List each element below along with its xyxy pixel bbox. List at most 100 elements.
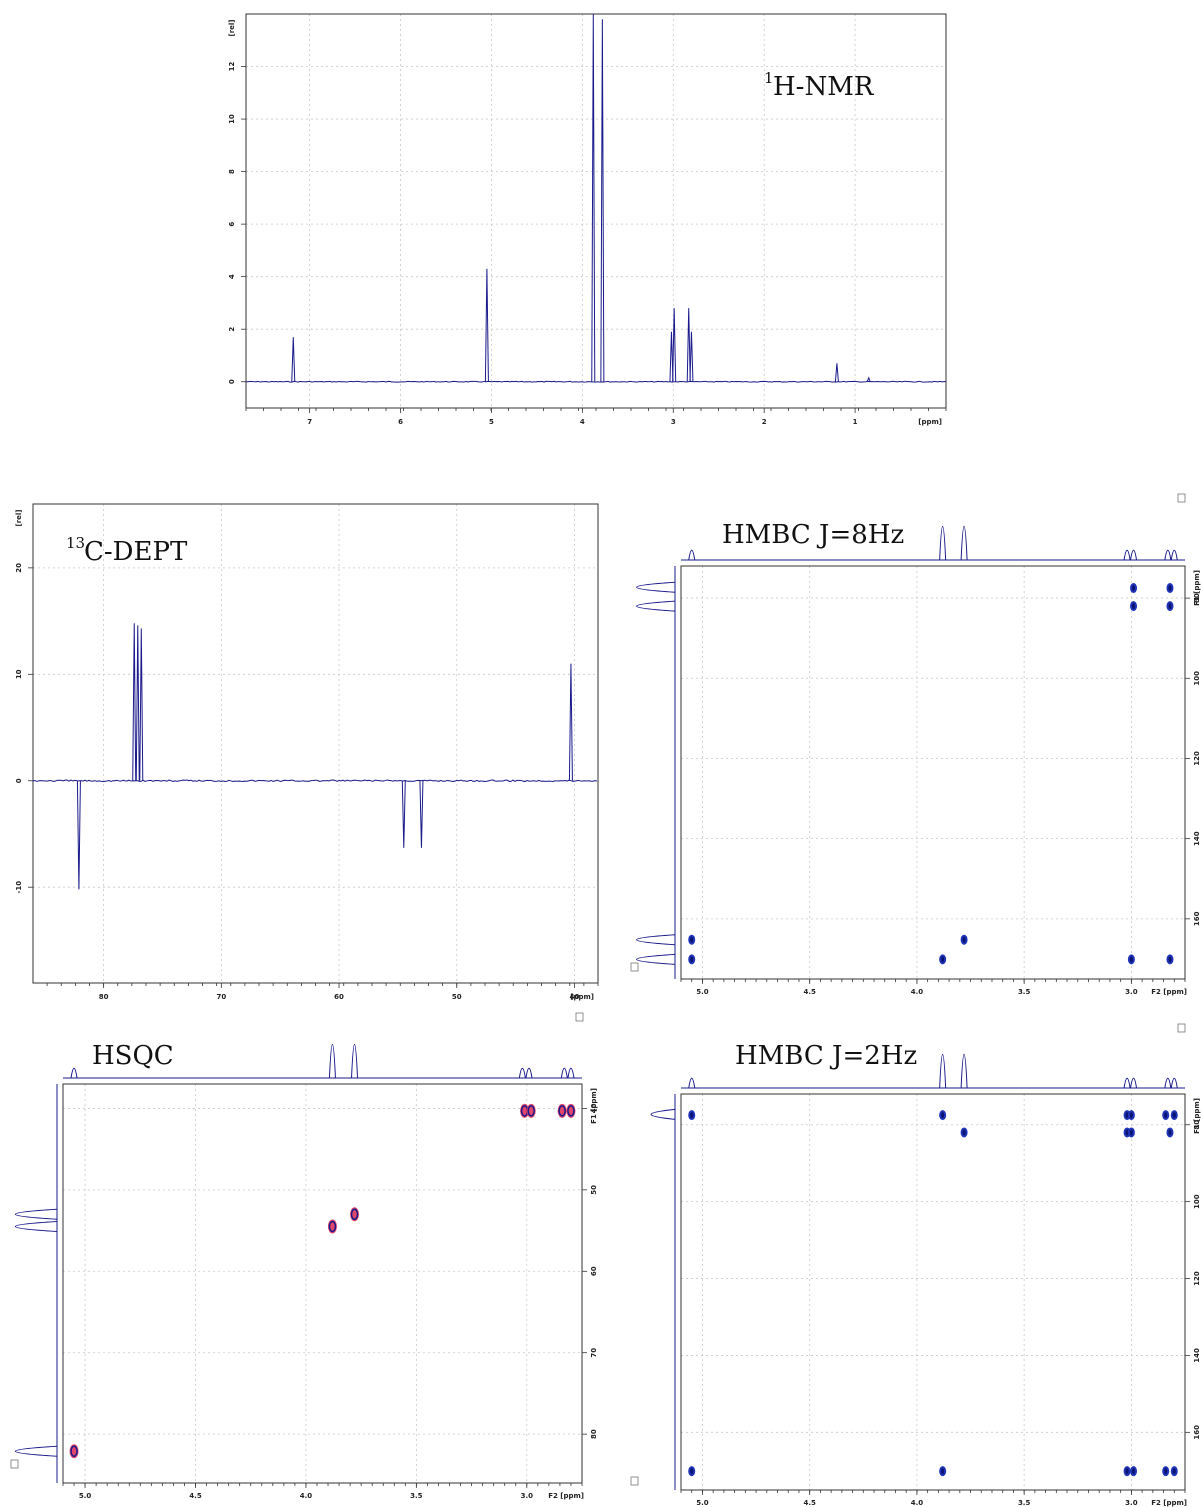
x-tick-label: 3.5 bbox=[1018, 1499, 1031, 1507]
cross-peak bbox=[1130, 1466, 1138, 1477]
cross-peak bbox=[557, 1103, 567, 1118]
f2-projection-peak bbox=[328, 1043, 336, 1079]
y-axis-label: [rel] bbox=[15, 510, 23, 527]
x-tick-label: 5 bbox=[489, 418, 494, 426]
x-tick-label: 50 bbox=[452, 993, 462, 1001]
x-tick-label: 1 bbox=[853, 418, 858, 426]
f1-projection-peak bbox=[636, 600, 676, 612]
cross-peak-core bbox=[1129, 1112, 1133, 1119]
f2-projection-peak bbox=[1123, 1077, 1131, 1089]
x-tick-label: 40 bbox=[570, 993, 580, 1001]
spectrum-title: HSQC bbox=[92, 1041, 174, 1071]
cross-peak bbox=[688, 1466, 696, 1477]
y-tick-label: -10 bbox=[15, 881, 23, 894]
f2-projection-peak bbox=[1170, 549, 1178, 561]
cross-peak-core bbox=[1164, 1468, 1168, 1475]
cross-peak bbox=[1130, 601, 1138, 612]
cross-peak-core bbox=[1164, 1112, 1168, 1119]
f2-projection-peak bbox=[960, 525, 968, 561]
cross-peak bbox=[566, 1103, 576, 1118]
cross-peak bbox=[1166, 601, 1174, 612]
cross-peak-core bbox=[690, 1468, 694, 1475]
spectrum-title: HMBC J=8Hz bbox=[722, 520, 904, 550]
y-tick-label: 80 bbox=[1193, 1120, 1201, 1130]
x-tick-label: 3.0 bbox=[1125, 988, 1138, 996]
cross-peak-inner bbox=[328, 1220, 337, 1233]
y-axis-label: F1 [ppm] bbox=[590, 1088, 598, 1124]
corner-marker bbox=[1177, 493, 1186, 503]
f2-projection-peak bbox=[1130, 1077, 1138, 1089]
plot-frame bbox=[245, 13, 947, 409]
f1-projection-peak bbox=[636, 934, 676, 946]
spectrum-peak bbox=[568, 663, 573, 781]
cross-peak-core bbox=[1168, 603, 1172, 610]
y-axis-label: [rel] bbox=[228, 20, 236, 37]
cross-peak bbox=[350, 1207, 360, 1222]
f2-projection-peak bbox=[1170, 1077, 1178, 1089]
y-tick-label: 0 bbox=[228, 379, 236, 384]
cross-peak-core bbox=[1125, 1129, 1129, 1136]
cross-peak bbox=[1127, 1127, 1135, 1138]
x-tick-label: 3 bbox=[671, 418, 676, 426]
cross-peak bbox=[960, 934, 968, 945]
cross-peak bbox=[1123, 1466, 1131, 1477]
f2-projection-peak bbox=[518, 1067, 526, 1079]
cross-peak-core bbox=[1168, 585, 1172, 592]
baseline-trace bbox=[245, 380, 947, 383]
x-tick-label: 3.5 bbox=[1018, 988, 1031, 996]
cross-peak bbox=[327, 1219, 337, 1234]
cross-peak-core bbox=[1172, 1468, 1176, 1475]
x-tick-label: 4 bbox=[580, 418, 585, 426]
x-axis-label: [ppm] bbox=[918, 418, 942, 426]
x-tick-label: 5.0 bbox=[696, 988, 709, 996]
f2-projection-peak bbox=[688, 549, 696, 561]
cross-peak-core bbox=[1125, 1468, 1129, 1475]
y-tick-label: 60 bbox=[590, 1266, 598, 1276]
cross-peak bbox=[1166, 1127, 1174, 1138]
y-tick-label: 100 bbox=[1193, 1194, 1201, 1209]
y-tick-label: 140 bbox=[1193, 1348, 1201, 1363]
y-tick-label: 80 bbox=[590, 1429, 598, 1439]
cross-peak bbox=[526, 1103, 536, 1118]
y-tick-label: 160 bbox=[1193, 911, 1201, 926]
spectrum-peak bbox=[139, 628, 144, 781]
spectrum-peak bbox=[484, 268, 489, 382]
x-tick-label: 5.0 bbox=[79, 1492, 92, 1500]
cross-peak-inner bbox=[527, 1105, 535, 1117]
x-tick-label: 3.0 bbox=[521, 1492, 534, 1500]
spectrum-peak bbox=[834, 363, 839, 382]
spectrum-2d-3: 5.0 4.5 4.0 3.5 3.0 40 50 60 70 80 F2 [ppm] F1 [ppm… bbox=[10, 1012, 598, 1500]
y-tick-label: 6 bbox=[228, 222, 236, 227]
y-tick-label: 12 bbox=[228, 62, 236, 72]
cross-peak-core bbox=[1168, 956, 1172, 963]
cross-peak-core bbox=[1129, 1129, 1133, 1136]
title-text: C-DEPT bbox=[84, 537, 188, 567]
y-tick-label: 140 bbox=[1193, 831, 1201, 846]
x-tick-label: 4.0 bbox=[300, 1492, 313, 1500]
x-tick-label: 60 bbox=[334, 993, 344, 1001]
corner-marker bbox=[10, 1459, 19, 1469]
f2-projection-peak bbox=[70, 1067, 78, 1079]
cross-peak-core bbox=[1132, 603, 1136, 610]
cross-peak bbox=[688, 1110, 696, 1121]
f2-projection-peak bbox=[525, 1067, 533, 1079]
f2-projection-peak bbox=[567, 1067, 575, 1079]
x-axis-label: [ppm] bbox=[570, 993, 594, 1001]
f2-projection-peak bbox=[1164, 1077, 1172, 1089]
y-tick-label: 0 bbox=[15, 778, 23, 783]
cross-peak-core bbox=[962, 1129, 966, 1136]
f1-projection-peak bbox=[636, 953, 676, 965]
spectrum-peak bbox=[291, 337, 296, 382]
f1-projection-peak bbox=[650, 1108, 676, 1120]
x-tick-label: 3.0 bbox=[1125, 1499, 1138, 1507]
f2-projection-peak bbox=[960, 1053, 968, 1089]
spectrum-2d-4: 5.0 4.5 4.0 3.5 3.0 80 100 120 140 160 F2 [ppm] F1 … bbox=[630, 1023, 1201, 1507]
y-tick-label: 40 bbox=[590, 1103, 598, 1113]
y-tick-label: 8 bbox=[228, 169, 236, 174]
cross-peak bbox=[939, 954, 947, 965]
spectrum-peak bbox=[419, 780, 424, 848]
cross-peak bbox=[939, 1110, 947, 1121]
f2-projection-peak bbox=[939, 1053, 947, 1089]
